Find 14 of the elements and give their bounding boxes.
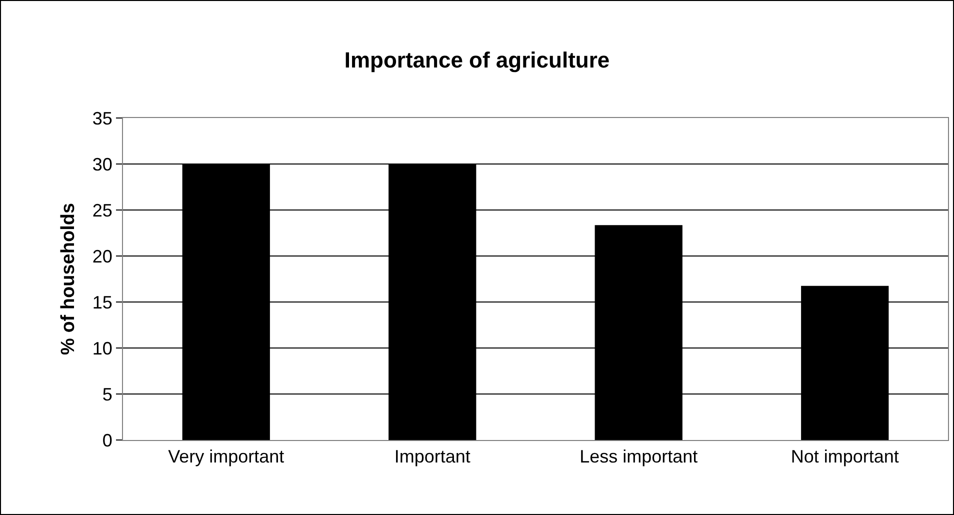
x-tick-label: Very important bbox=[168, 446, 284, 467]
y-axis-title: % of households bbox=[58, 203, 80, 355]
y-tick-label: 15 bbox=[92, 292, 112, 312]
y-tick-label: 30 bbox=[92, 154, 112, 174]
y-tick-label: 10 bbox=[92, 338, 112, 358]
x-tick-label: Important bbox=[394, 446, 470, 467]
y-tick-label: 35 bbox=[92, 108, 112, 128]
x-tick-label: Less important bbox=[580, 446, 698, 467]
y-tick-label: 20 bbox=[92, 246, 112, 266]
chart-title: Importance of agriculture bbox=[344, 48, 610, 73]
y-tick-label: 0 bbox=[102, 430, 112, 450]
y-tick-label: 25 bbox=[92, 200, 112, 220]
y-tick-label: 5 bbox=[102, 384, 112, 404]
x-tick-label: Not important bbox=[790, 446, 899, 467]
